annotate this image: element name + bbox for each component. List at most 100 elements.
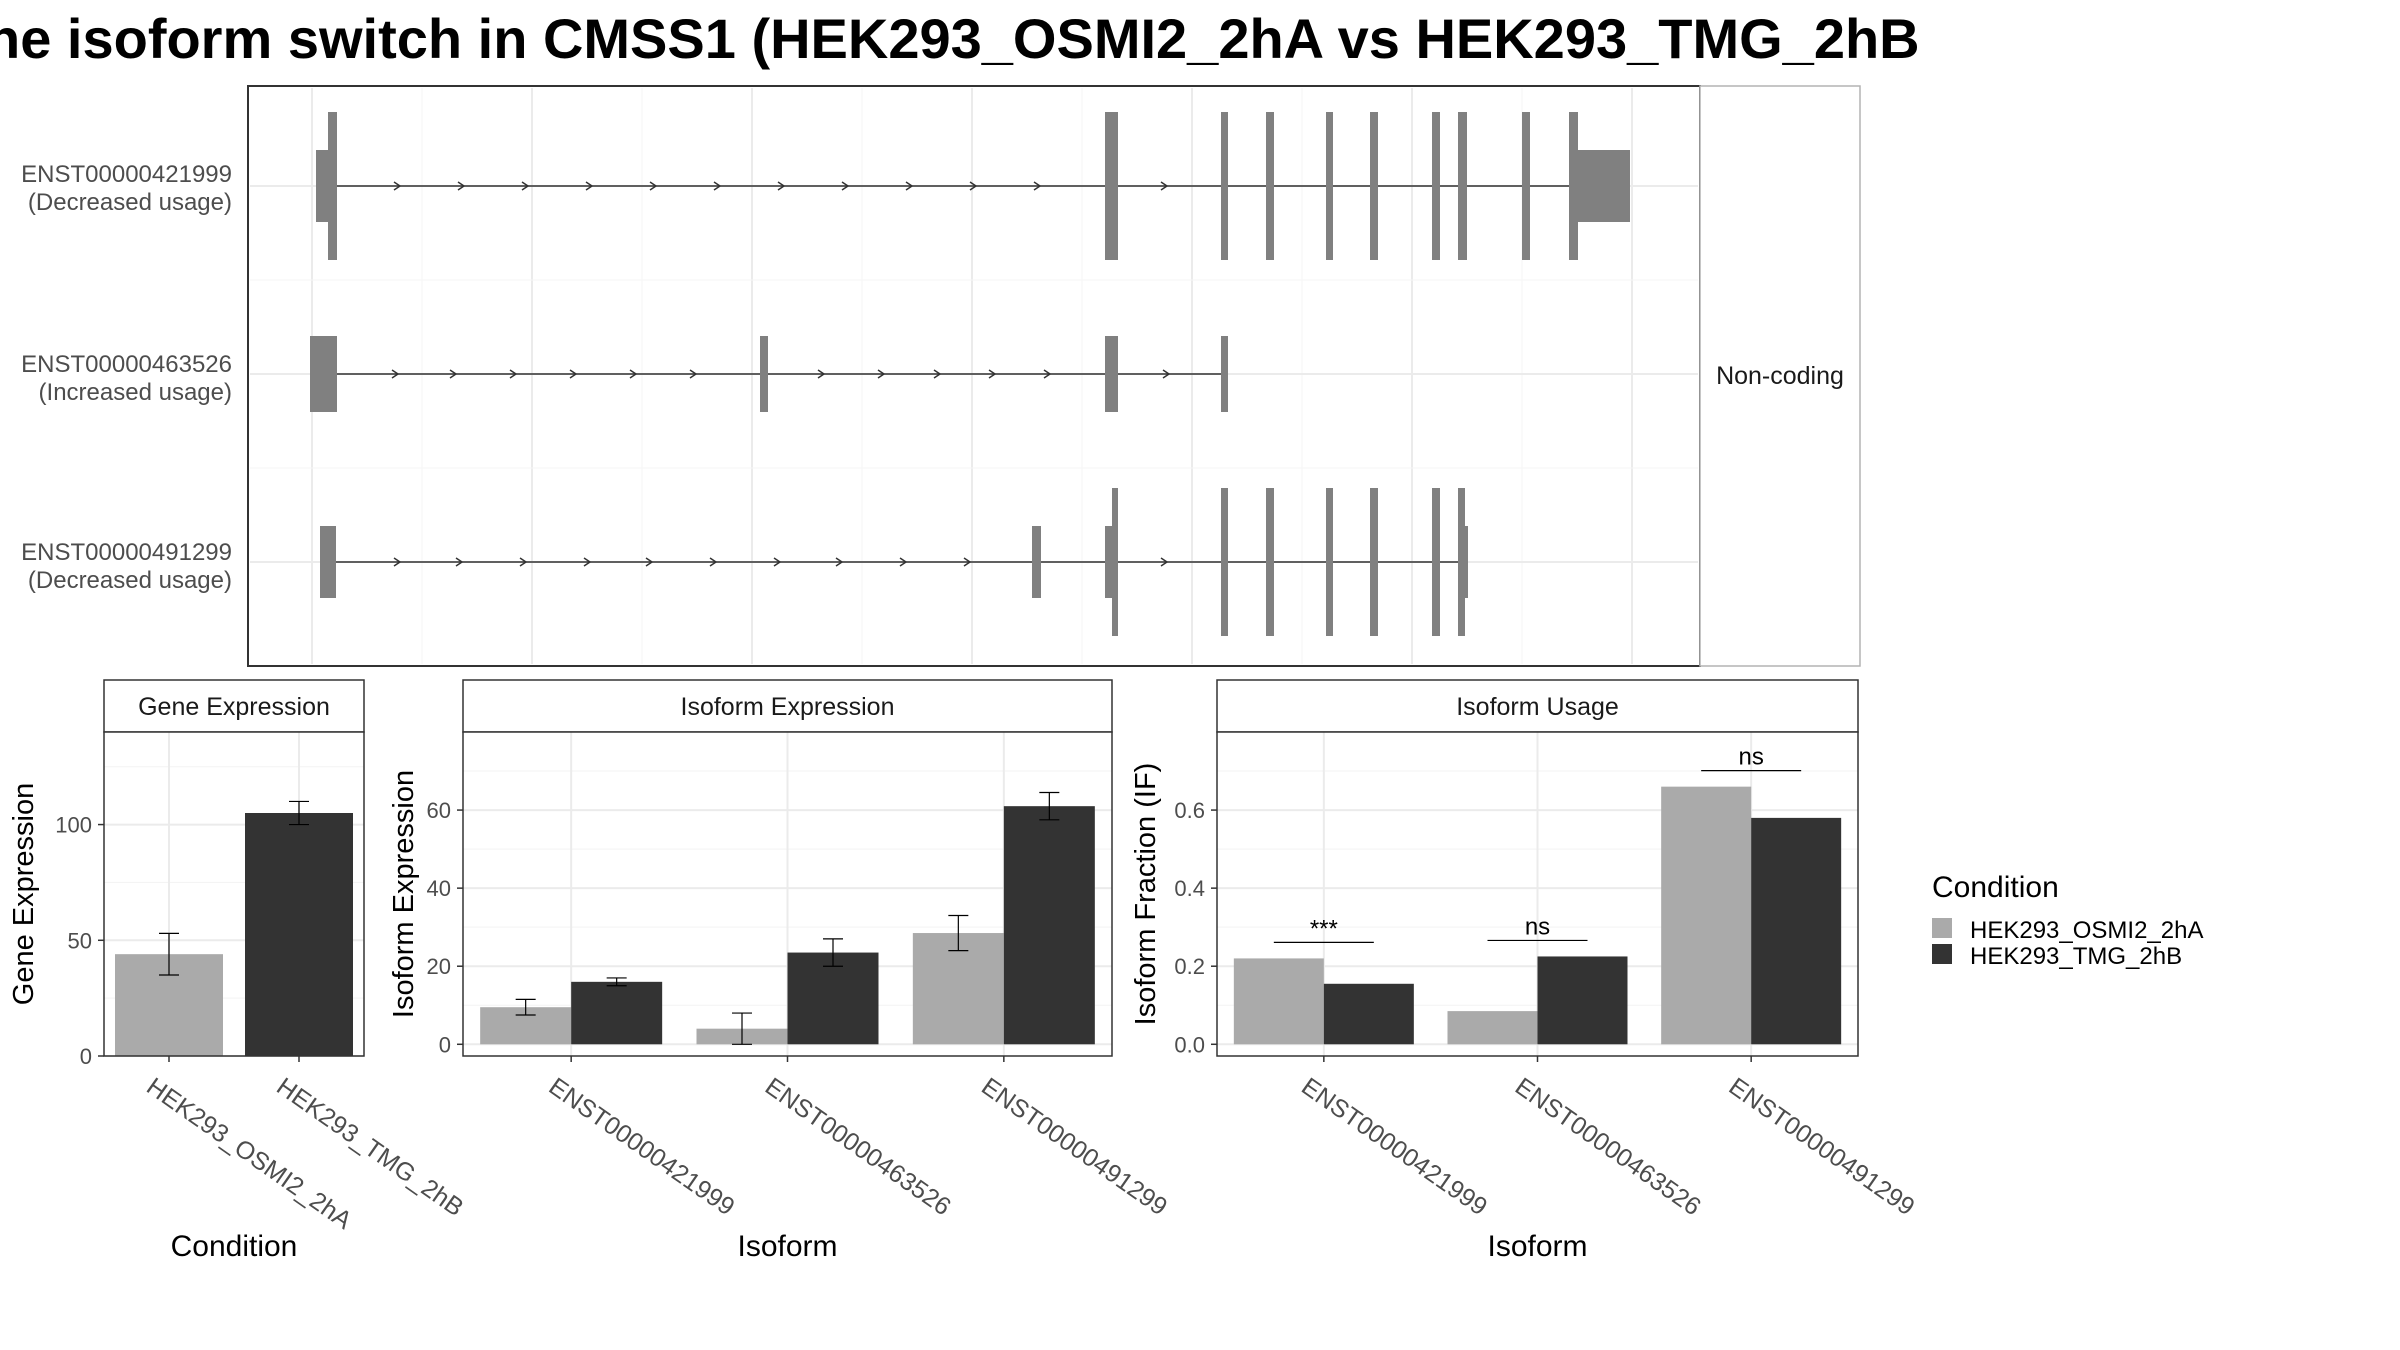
x-axis-label: Isoform [1487,1230,1587,1263]
transcript-label-1-status: (Decreased usage) [28,189,232,216]
exon-block [1105,112,1118,260]
intron-direction-arrow [649,181,658,191]
y-tick-label: 0.6 [1174,798,1205,823]
intron-direction-arrow [877,369,886,379]
figure-title: he isoform switch in CMSS1 (HEK293_OSMI2… [0,7,1920,70]
exon-block [1370,112,1378,260]
x-tick-label: ENST00000491299 [1724,1072,1920,1221]
intron-direction-arrow [899,557,908,567]
transcript-models [310,112,1630,636]
chart-strip-title: Isoform Expression [681,693,895,721]
exon-block [1458,112,1467,260]
intron-direction-arrow [455,557,464,567]
x-axis-label: Isoform [737,1230,837,1263]
exon-block [1432,488,1440,636]
exon-block [328,112,337,260]
bar-hek293-osmi2-2ha [912,933,1004,1045]
bar-hek293-osmi2-2ha [1661,786,1752,1045]
intron-direction-arrow [969,181,978,191]
exon-block [1105,526,1114,598]
legend-label-osmi2: HEK293_OSMI2_2hA [1970,917,2203,944]
chart-panel-2: Isoform Expression 0 20 40 60 ENST00000421999… [388,679,1172,1263]
exon-block [1032,526,1041,598]
legend-swatch-osmi2 [1932,918,1952,938]
legend-label-tmg: HEK293_TMG_2hB [1970,943,2182,970]
y-tick-label: 0.2 [1174,954,1205,979]
x-axis-label: Condition [171,1230,298,1263]
significance-label: ns [1525,913,1550,940]
exon-block [1522,112,1530,260]
transcript-strip-label: Non-coding [1716,362,1844,390]
intron-direction-arrow [963,557,972,567]
exon-block [1105,336,1118,412]
exon-block [316,150,330,222]
exon-block [1574,150,1630,222]
y-axis-label: Gene Expression [8,783,40,1005]
exon-block [1266,112,1274,260]
intron-direction-arrow [393,557,402,567]
bar-hek293-tmg-2hb [245,813,353,1056]
intron-direction-arrow [1160,557,1169,567]
intron-direction-arrow [777,181,786,191]
y-tick-label: 50 [68,928,92,953]
intron-direction-arrow [773,557,782,567]
chart-panel-3: Isoform Usage *** ns ns 0.0 0.2 0.4 0.6 ENST0000… [1130,679,1920,1263]
intron-direction-arrow [391,369,400,379]
exon-block [1266,488,1274,636]
chart-plot-frame [103,731,365,1057]
bar-hek293-tmg-2hb [1323,983,1414,1045]
transcript-label-2-id: ENST00000463526 [21,351,232,378]
chart-strip-title: Gene Expression [138,693,330,721]
bar-hek293-tmg-2hb [571,981,663,1045]
intron-direction-arrow [521,181,530,191]
y-tick-label: 0.4 [1174,876,1205,901]
intron-direction-arrow [1162,369,1171,379]
intron-direction-arrow [1160,181,1169,191]
intron-direction-arrow [519,557,528,567]
exon-block [1462,526,1468,598]
intron-direction-arrow [988,369,997,379]
y-tick-label: 0 [439,1032,451,1057]
intron-direction-arrow [585,181,594,191]
intron-direction-arrow [629,369,638,379]
intron-direction-arrow [713,181,722,191]
x-tick-label: HEK293_OSMI2_2hA [141,1072,357,1235]
legend: Condition HEK293_OSMI2_2hA HEK293_TMG_2h… [1932,871,2203,970]
x-tick-label: ENST00000421999 [544,1072,740,1221]
intron-direction-arrow [933,369,942,379]
x-tick-label: ENST00000463526 [760,1072,956,1221]
exon-block [1221,336,1228,412]
intron-direction-arrow [509,369,518,379]
bar-hek293-osmi2-2ha [1233,958,1324,1045]
y-tick-label: 40 [427,876,451,901]
exon-block [310,336,337,412]
exon-block [1370,488,1378,636]
y-tick-label: 0 [80,1044,92,1069]
x-tick-label: ENST00000421999 [1296,1072,1492,1221]
transcript-panel-frame [247,85,1701,667]
intron-direction-arrow [569,369,578,379]
exon-block [320,526,336,598]
intron-direction-arrow [1043,369,1052,379]
intron-direction-arrow [1033,181,1042,191]
chart-strip-title: Isoform Usage [1456,693,1619,721]
bar-hek293-osmi2-2ha [1447,1011,1538,1045]
significance-label: *** [1310,915,1338,942]
intron-direction-arrow [645,557,654,567]
bar-charts: Gene Expression050100HEK293_OSMI2_2hAHEK… [8,679,1920,1263]
transcript-label-3-status: (Decreased usage) [28,567,232,594]
intron-direction-arrow [689,369,698,379]
y-axis-label: Isoform Fraction (IF) [1130,763,1162,1026]
legend-swatch-tmg [1932,944,1952,964]
y-tick-label: 20 [427,954,451,979]
intron-direction-arrow [449,369,458,379]
x-tick-label: ENST00000491299 [976,1072,1172,1221]
intron-direction-arrow [817,369,826,379]
intron-direction-arrow [905,181,914,191]
exon-block [1432,112,1440,260]
x-tick-label: ENST00000463526 [1510,1072,1706,1221]
intron-direction-arrow [583,557,592,567]
intron-direction-arrow [841,181,850,191]
bar-hek293-tmg-2hb [1003,806,1095,1045]
